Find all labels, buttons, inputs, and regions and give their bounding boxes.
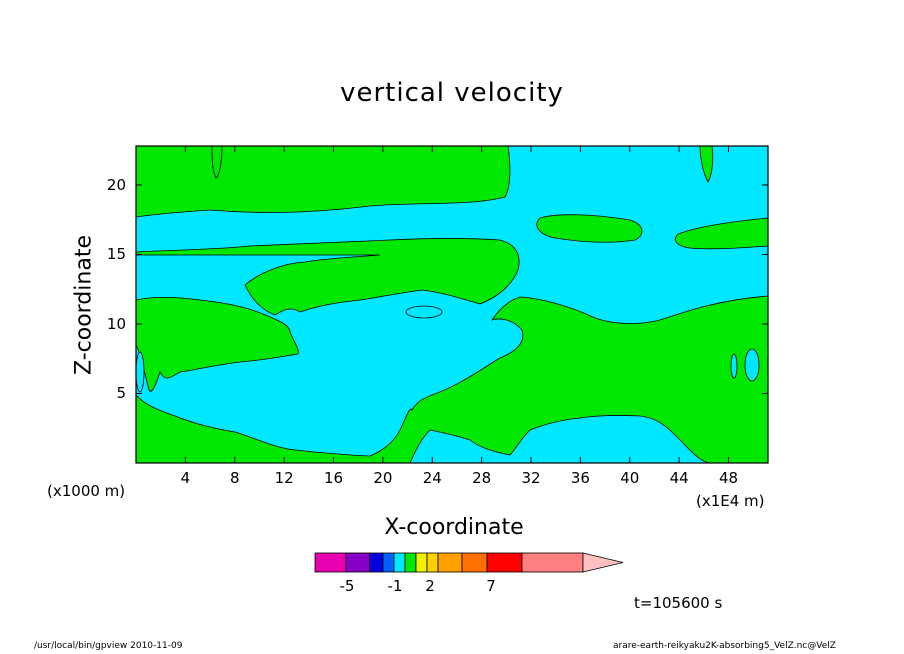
positive-region-band [135,238,520,316]
colorbar-swatch [404,552,417,573]
colorbar-tick-label: 2 [425,577,435,595]
colorbar-swatch [314,552,347,573]
y-tick-label: 5 [116,384,126,403]
footer-right-text: arare-earth-reikyaku2K-absorbing5_VelZ.n… [613,641,836,651]
y-tick-label: 15 [106,245,126,264]
plot-area [135,145,769,464]
negative-region-left-edge [135,351,145,393]
time-label: t=105600 s [634,594,723,612]
positive-region-top-mid-spike [211,145,223,179]
colorbar-swatch [415,552,428,573]
footer-left-text: /usr/local/bin/gpview 2010-11-09 [34,641,183,651]
negative-region-small-right [744,348,760,382]
negative-region-island [405,305,443,319]
positive-region-top-right-spike [699,145,714,183]
colorbar-swatch [437,552,463,573]
colorbar-tick-label: -1 [387,577,403,595]
colorbar-swatch [393,552,406,573]
positive-region-top-left [135,145,511,218]
colorbar-swatch [345,552,371,573]
x-tick-label: 4 [180,469,191,487]
x-tick-label: 24 [422,469,442,487]
positive-region-right-top [536,214,643,243]
colorbar-swatch [426,552,439,573]
colorbar-tick-label: 7 [486,577,496,595]
x-tick-label: 12 [274,469,294,487]
positive-region-left-mid [135,296,299,392]
x-tick-label: 40 [620,469,640,487]
colorbar-swatch [369,552,384,573]
colorbar-tick-label: -5 [339,577,355,595]
negative-region-small-right-2 [730,353,738,379]
positive-region-left-lower [135,295,769,464]
colorbar [314,552,624,573]
colorbar-swatch [382,552,395,573]
plot-frame [135,145,769,464]
y-tick-label: 10 [106,314,126,333]
colorbar-swatch [521,552,584,573]
x-tick-label: 48 [718,469,739,487]
positive-region-right-band [674,217,769,250]
y-tick-label: 20 [106,175,126,194]
axis-ticks [136,146,768,463]
chart-title: vertical velocity [340,78,564,108]
x-tick-label: 28 [472,469,492,487]
x-tick-label: 36 [570,469,590,487]
colorbar-swatch [461,552,488,573]
colorbar-swatch [486,552,523,573]
x-tick-label: 32 [521,469,541,487]
x-tick-label: 16 [323,469,344,487]
x-tick-label: 8 [229,469,240,487]
x-tick-label: 20 [373,469,393,487]
x-axis-scale-note: (x1E4 m) [696,492,765,510]
x-axis-label: X-coordinate [384,515,524,540]
x-tick-label: 44 [669,469,689,487]
colorbar-extension-arrow [582,552,624,573]
x-axis-unit: (x1000 m) [47,482,126,500]
